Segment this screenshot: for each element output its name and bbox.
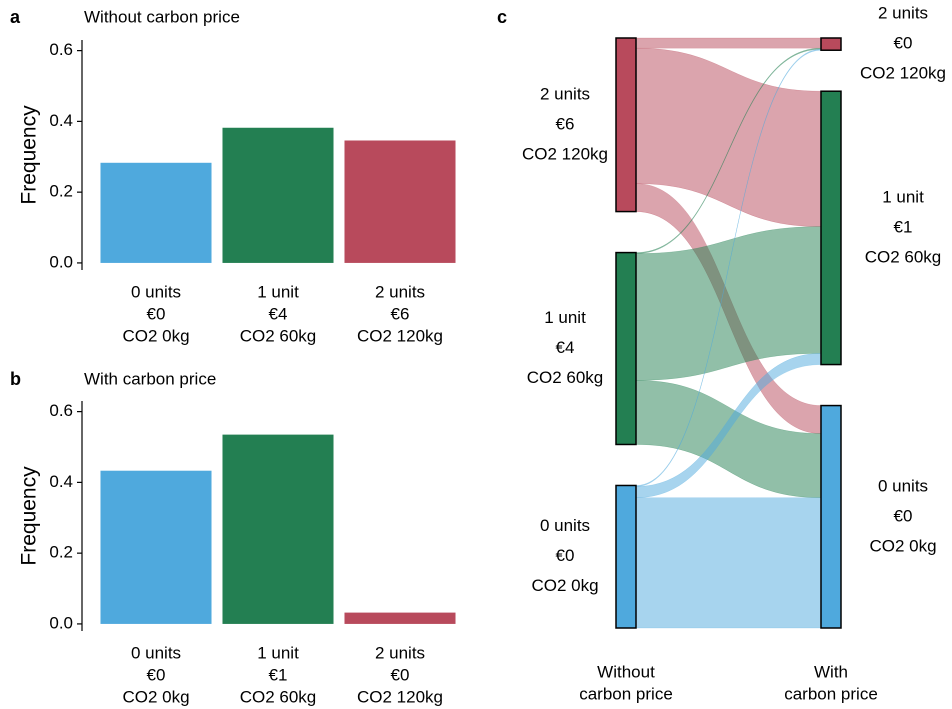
node-label: CO2 0kg <box>531 576 598 595</box>
node-label: €0 <box>556 546 575 565</box>
sankey-node <box>820 404 842 629</box>
node-label: CO2 60kg <box>527 368 604 387</box>
x-tick-label: CO2 60kg <box>240 326 317 345</box>
node-label: CO2 120kg <box>522 144 608 163</box>
column-label: Without <box>597 662 655 681</box>
x-tick-label: €0 <box>391 665 410 684</box>
panel-title: With carbon price <box>84 369 216 388</box>
node-label: 1 unit <box>882 187 924 206</box>
node-label: €0 <box>894 506 913 525</box>
bar <box>100 162 212 263</box>
panel-letter: c <box>497 7 507 27</box>
bar <box>222 127 334 263</box>
panel-letter: b <box>10 369 21 389</box>
flow <box>635 37 822 49</box>
x-tick-label: 2 units <box>375 643 425 662</box>
y-axis-label: Frequency <box>18 105 41 205</box>
x-tick-label: 0 units <box>131 282 181 301</box>
bar <box>100 470 212 624</box>
x-tick-label: 1 unit <box>257 282 299 301</box>
sankey-node <box>820 37 842 51</box>
panel-letter: a <box>10 7 21 27</box>
bar <box>222 434 334 624</box>
column-label: carbon price <box>784 684 878 703</box>
bar <box>344 612 456 624</box>
node-label: 2 units <box>540 84 590 103</box>
sankey-node <box>615 37 637 213</box>
y-axis-label: Frequency <box>18 466 41 566</box>
node-label: CO2 120kg <box>860 64 946 83</box>
y-tick-label: 0.4 <box>49 111 73 130</box>
sankey-node <box>820 90 842 366</box>
column-label: With <box>814 662 848 681</box>
y-tick-label: 0.2 <box>49 182 73 201</box>
panel-title: Without carbon price <box>84 7 240 26</box>
x-tick-label: CO2 0kg <box>122 687 189 706</box>
x-tick-label: €0 <box>147 304 166 323</box>
x-tick-label: €0 <box>147 665 166 684</box>
y-tick-label: 0.0 <box>49 252 73 271</box>
y-tick-label: 0.4 <box>49 472 73 491</box>
flow <box>635 497 822 629</box>
bar <box>344 140 456 263</box>
y-tick-label: 0.0 <box>49 613 73 632</box>
node-label: €0 <box>894 34 913 53</box>
x-tick-label: CO2 120kg <box>357 326 443 345</box>
x-tick-label: CO2 60kg <box>240 687 317 706</box>
node-label: CO2 60kg <box>865 247 942 266</box>
x-tick-label: 2 units <box>375 282 425 301</box>
x-tick-label: €4 <box>269 304 288 323</box>
flow <box>635 226 822 381</box>
x-tick-label: CO2 0kg <box>122 326 189 345</box>
node-label: €6 <box>556 114 575 133</box>
y-tick-label: 0.6 <box>49 40 73 59</box>
x-tick-label: €1 <box>269 665 288 684</box>
node-label: 2 units <box>878 4 928 23</box>
x-tick-label: 1 unit <box>257 643 299 662</box>
column-label: carbon price <box>579 684 673 703</box>
node-label: €1 <box>894 217 913 236</box>
node-label: 0 units <box>540 516 590 535</box>
node-label: 0 units <box>878 476 928 495</box>
sankey-node <box>615 251 637 446</box>
node-label: 1 unit <box>544 308 586 327</box>
node-label: CO2 0kg <box>869 536 936 555</box>
sankey-node <box>615 484 637 629</box>
y-tick-label: 0.2 <box>49 543 73 562</box>
x-tick-label: CO2 120kg <box>357 687 443 706</box>
flows <box>635 37 822 629</box>
node-label: €4 <box>556 338 575 357</box>
x-tick-label: 0 units <box>131 643 181 662</box>
y-tick-label: 0.6 <box>49 401 73 420</box>
x-tick-label: €6 <box>391 304 410 323</box>
